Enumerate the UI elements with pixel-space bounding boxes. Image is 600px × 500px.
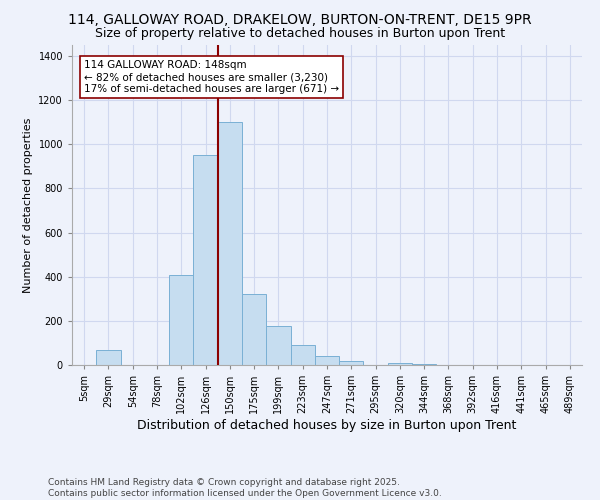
Text: Contains HM Land Registry data © Crown copyright and database right 2025.
Contai: Contains HM Land Registry data © Crown c… (48, 478, 442, 498)
X-axis label: Distribution of detached houses by size in Burton upon Trent: Distribution of detached houses by size … (137, 419, 517, 432)
Y-axis label: Number of detached properties: Number of detached properties (23, 118, 33, 292)
Text: 114 GALLOWAY ROAD: 148sqm
← 82% of detached houses are smaller (3,230)
17% of se: 114 GALLOWAY ROAD: 148sqm ← 82% of detac… (84, 60, 339, 94)
Text: 114, GALLOWAY ROAD, DRAKELOW, BURTON-ON-TRENT, DE15 9PR: 114, GALLOWAY ROAD, DRAKELOW, BURTON-ON-… (68, 12, 532, 26)
Bar (218, 122, 242, 365)
Bar (315, 356, 339, 365)
Bar (96, 350, 121, 365)
Bar (242, 294, 266, 365)
Bar (193, 156, 218, 365)
Text: Size of property relative to detached houses in Burton upon Trent: Size of property relative to detached ho… (95, 28, 505, 40)
Bar (290, 345, 315, 365)
Bar (339, 360, 364, 365)
Bar (388, 363, 412, 365)
Bar (266, 326, 290, 365)
Bar (412, 364, 436, 365)
Bar (169, 274, 193, 365)
